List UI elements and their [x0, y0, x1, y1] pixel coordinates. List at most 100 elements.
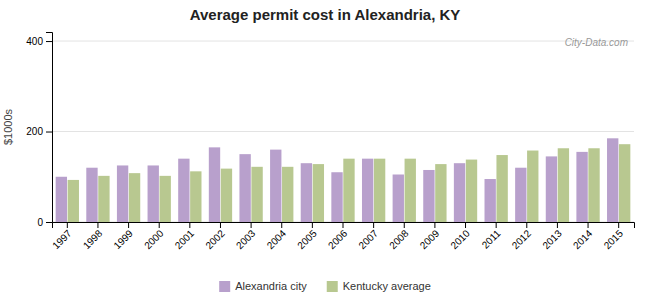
series: [68, 144, 631, 222]
title: Average permit cost in Alexandria, KY: [190, 6, 461, 23]
tick-mark: [97, 222, 98, 228]
tick: 200: [26, 126, 52, 137]
grid-line: [52, 41, 634, 42]
chart: Average permit cost in Alexandria, KY 0 20…: [0, 0, 650, 300]
tick-label: 200: [26, 126, 43, 137]
tick-mark: [557, 222, 558, 228]
tick-mark: [312, 222, 313, 228]
bar: [98, 176, 109, 222]
tick: 1998: [81, 222, 105, 251]
bar: [343, 159, 354, 222]
bar: [496, 155, 507, 222]
tick-mark: [46, 132, 52, 133]
tick-mark: [404, 222, 405, 228]
legend-swatch: [327, 281, 338, 292]
legend: Alexandria city Kentucky average: [219, 280, 431, 292]
tick-label: 2000: [142, 227, 166, 251]
bar: [86, 168, 97, 222]
bar: [435, 164, 446, 222]
tick-mark: [373, 222, 374, 228]
tick: 2000: [142, 222, 166, 251]
tick-label: 2005: [295, 227, 319, 251]
bar: [282, 167, 293, 222]
tick: 2002: [203, 222, 227, 251]
tick-label: 2001: [173, 227, 197, 251]
bar: [454, 163, 465, 222]
tick: 2006: [326, 222, 350, 251]
tick: 2004: [265, 222, 289, 251]
tick: 2011: [480, 222, 503, 251]
bar: [68, 180, 79, 222]
tick: 1997: [50, 222, 74, 251]
tick-mark: [128, 222, 129, 228]
tick-label: 2008: [387, 227, 411, 251]
tick: 2007: [356, 222, 380, 251]
axis-domain: [46, 33, 53, 223]
tick-label: 2011: [480, 227, 503, 250]
tick-label: 2003: [234, 227, 258, 251]
bar: [485, 179, 496, 222]
bar: [619, 144, 630, 222]
tick-label: 2009: [418, 227, 442, 251]
tick-label: 2010: [448, 227, 472, 251]
bar: [374, 159, 385, 222]
bar: [393, 175, 404, 223]
tick-mark: [343, 222, 344, 228]
tick: 2013: [540, 222, 564, 251]
y-axis: 0 200 400: [26, 33, 52, 228]
tick-label: 2002: [203, 227, 227, 251]
legend-item: Alexandria city: [219, 280, 307, 292]
tick: 2012: [510, 222, 534, 251]
legend-swatch: [219, 281, 230, 292]
tick-label: 1997: [50, 227, 74, 251]
tick: 400: [26, 36, 52, 47]
tick: 0: [37, 217, 52, 228]
bar: [607, 138, 618, 222]
bar: [117, 165, 128, 222]
tick: 2008: [387, 222, 411, 251]
bar: [160, 176, 171, 222]
tick: 2005: [295, 222, 319, 251]
tick-label: 400: [26, 36, 43, 47]
bar: [56, 177, 67, 222]
tick-label: 2006: [326, 227, 350, 251]
tick-mark: [281, 222, 282, 228]
tick-mark: [434, 222, 435, 228]
bars: [56, 138, 631, 222]
tick-mark: [220, 222, 221, 228]
bar: [313, 164, 324, 222]
bar: [362, 159, 373, 222]
tick: 2009: [418, 222, 442, 251]
legend-label: Kentucky average: [343, 280, 431, 292]
tick-mark: [46, 41, 52, 42]
bar: [221, 169, 232, 222]
bar: [239, 154, 250, 222]
bar: [558, 148, 569, 222]
bar: [405, 159, 416, 222]
axis-title: $1000s: [2, 108, 14, 145]
tick: 2001: [173, 222, 197, 251]
tick: 2014: [571, 222, 595, 251]
bar: [270, 150, 281, 222]
legend-item: Kentucky average: [327, 280, 431, 292]
tick-label: 1998: [81, 227, 105, 251]
tick-mark: [251, 222, 252, 228]
tick: 2015: [602, 222, 626, 251]
tick-mark: [189, 222, 190, 228]
tick-label: 2014: [571, 227, 595, 251]
tick-mark: [526, 222, 527, 228]
axis-domain: [53, 223, 635, 229]
tick-label: 1999: [111, 227, 135, 251]
bar: [527, 151, 538, 222]
bar: [178, 159, 189, 222]
grid-line: [52, 131, 634, 132]
bar: [466, 160, 477, 222]
bar: [546, 156, 557, 222]
bar: [331, 172, 342, 222]
grid: [52, 41, 634, 222]
tick: 1999: [111, 222, 135, 251]
bar: [576, 152, 587, 222]
tick-mark: [46, 222, 52, 223]
bar: [301, 163, 312, 222]
bar: [251, 167, 262, 222]
